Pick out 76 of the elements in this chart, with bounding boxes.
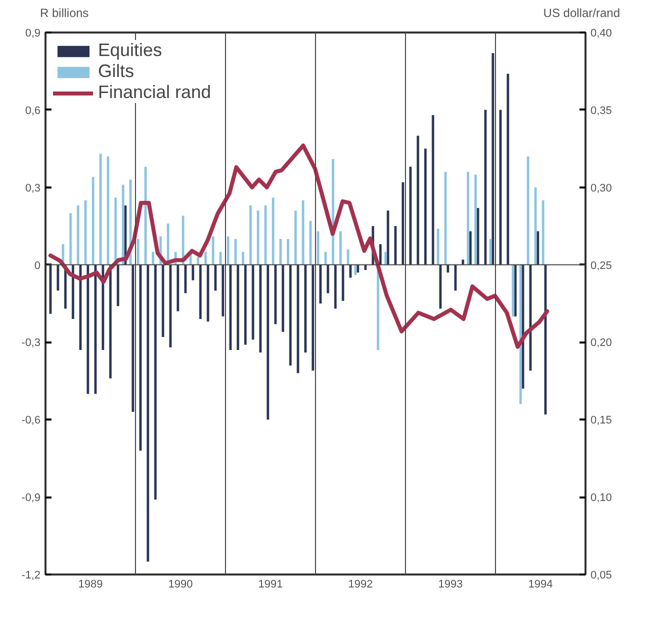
y-tick-label: -1,2 (22, 570, 41, 582)
bar (492, 53, 494, 265)
bar (204, 252, 207, 265)
y-tick-label: -0,9 (22, 492, 41, 504)
bar (279, 238, 282, 265)
bar (222, 264, 224, 316)
y2-tick-label: 0,25 (590, 260, 612, 272)
bar (436, 228, 440, 265)
bar (86, 264, 90, 394)
bar (136, 238, 140, 265)
y2-tick-label: 0,20 (590, 337, 612, 350)
bar (316, 231, 320, 265)
x-tick-label: 1991 (258, 578, 283, 590)
bar (346, 249, 350, 265)
bar (289, 264, 292, 366)
legend-label: Gilts (98, 61, 134, 82)
y-tick-label: 0,3 (25, 182, 41, 194)
x-tick-label: 1993 (438, 578, 463, 590)
bar (339, 231, 342, 265)
bar (132, 264, 134, 412)
bar (176, 264, 180, 312)
bar (519, 264, 522, 404)
bar (256, 210, 260, 265)
bar (122, 184, 124, 265)
y-tick-label: 0,6 (25, 104, 41, 117)
bar (469, 231, 472, 265)
y-tick-label: 0,9 (25, 28, 41, 40)
bar (334, 264, 337, 309)
bar (69, 213, 72, 265)
y2-tick-label: 0,30 (590, 182, 612, 194)
x-tick-label: 1992 (348, 578, 373, 590)
x-tick-label: 1989 (78, 578, 103, 590)
bar (92, 177, 94, 265)
y2-tick-label: 0,15 (590, 414, 612, 427)
bar (402, 182, 404, 265)
bar (446, 264, 450, 273)
bar (266, 264, 270, 420)
y2-tick-label: 0,40 (590, 28, 612, 40)
bar (272, 198, 274, 265)
legend-label: Equities (98, 40, 162, 61)
bar (249, 205, 252, 265)
bar (199, 264, 202, 319)
bar (542, 200, 544, 265)
bar (234, 238, 237, 265)
line-series (48, 144, 550, 349)
bar (379, 244, 382, 265)
bar (99, 154, 102, 265)
bar (154, 264, 157, 500)
y2-tick-label: 0,35 (590, 104, 612, 117)
bar (312, 264, 314, 371)
bar (109, 264, 112, 378)
y-tick-label: -0,3 (22, 337, 41, 350)
y2-axis-title: US dollar/rand (543, 5, 621, 22)
bar (424, 148, 427, 265)
bar (294, 210, 297, 265)
bar (384, 252, 387, 265)
bar (212, 236, 214, 265)
bar (244, 264, 247, 345)
bar (302, 200, 304, 265)
bar (526, 156, 530, 265)
y2-tick-label: 0,05 (590, 570, 612, 582)
y2-tick-label: 0,10 (590, 492, 612, 504)
y-tick-label: 0 (34, 260, 41, 272)
y-tick-label: -0,6 (22, 414, 41, 427)
bar (474, 174, 477, 265)
bar (514, 264, 517, 316)
bar (324, 252, 327, 265)
legend-label: Financial rand (98, 82, 212, 103)
bar (226, 236, 230, 265)
x-tick-label: 1990 (168, 578, 193, 590)
x-tick-label: 1994 (528, 578, 553, 590)
bar (356, 264, 360, 273)
y-axis-title: R billions (40, 5, 89, 22)
bar (76, 205, 80, 265)
bar (144, 166, 147, 265)
bar (536, 231, 540, 265)
